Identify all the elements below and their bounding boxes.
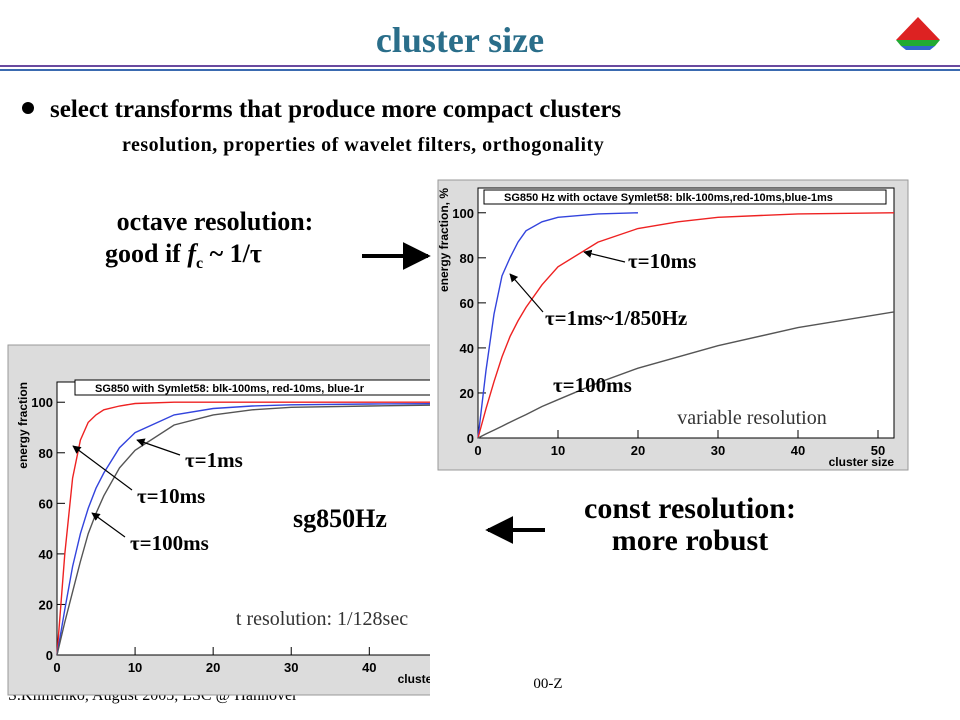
y-tick-label: 100 <box>31 395 53 410</box>
x-tick-label: 40 <box>791 443 805 458</box>
plot-area <box>56 381 430 656</box>
x-tick-label: 40 <box>362 660 376 675</box>
x-tick-label: 0 <box>474 443 481 458</box>
y-tick-label: 80 <box>39 446 53 461</box>
chart: 0 10 20 30 40 50 0 20 40 60 80 100 cluster size energ… <box>7 344 464 696</box>
plot-area <box>477 187 895 439</box>
x-tick-label: 30 <box>284 660 298 675</box>
t-resolution: t resolution: 1/128sec <box>236 608 408 630</box>
y-tick-label: 40 <box>39 547 53 562</box>
octave-condition: good if fc ~ 1/τ <box>105 239 262 272</box>
x-tick-label: 30 <box>711 443 725 458</box>
logo <box>896 17 940 50</box>
series-line <box>56 402 430 656</box>
annotation: τ=10ms <box>137 484 205 508</box>
annotation: τ=100ms <box>130 531 209 555</box>
sub-bullet: resolution, properties of wavelet filter… <box>122 134 604 156</box>
y-tick-label: 100 <box>452 206 474 221</box>
y-tick-label: 0 <box>46 648 53 663</box>
bullet-dot <box>22 102 34 114</box>
page-code: 00-Z <box>533 676 562 692</box>
x-axis-label: cluster size <box>398 672 464 686</box>
text-part: good if <box>105 239 187 268</box>
chart-title-box <box>74 379 430 396</box>
y-tick-label: 40 <box>460 341 474 356</box>
octave-text: octave resolution: <box>117 207 314 236</box>
y-axis-label: energy fraction, % <box>437 188 451 292</box>
x-tick-label: 0 <box>53 660 60 675</box>
slide-title: cluster size <box>376 20 544 60</box>
y-tick-label: 60 <box>39 496 53 511</box>
annotation-arrow <box>136 438 181 456</box>
annotation-arrow <box>509 273 544 313</box>
annotation: τ=1ms~1/850Hz <box>545 306 687 330</box>
chart-title: SG850 with Symlet58: blk-100ms, red-10ms… <box>95 383 365 395</box>
text-part: ~ 1/τ <box>203 239 262 268</box>
sg-label: sg850Hz <box>293 504 387 533</box>
chart-title-box <box>483 189 887 205</box>
const-text: const resolution: <box>584 492 796 525</box>
text-part: c <box>196 255 203 272</box>
annotation: τ=10ms <box>628 249 696 273</box>
y-axis-label: energy fraction <box>16 382 30 469</box>
text-part: f <box>187 239 198 268</box>
y-tick-label: 20 <box>39 597 53 612</box>
y-tick-label: 60 <box>460 296 474 311</box>
chart-title: SG850 Hz with octave Symlet58: blk-100ms… <box>504 192 833 204</box>
y-tick-label: 20 <box>460 386 474 401</box>
overlay: variable resolution sg850Hz t resolution… <box>236 407 827 630</box>
annotation-arrow <box>583 249 626 263</box>
annotation-arrow <box>91 512 126 538</box>
x-axis-label: cluster size <box>829 455 895 469</box>
series-line <box>477 212 639 439</box>
x-tick-label: 50 <box>871 443 885 458</box>
const-text: more robust <box>612 524 768 557</box>
annotation: τ=1ms <box>185 448 243 472</box>
x-tick-label: 20 <box>631 443 645 458</box>
chart: 0 10 20 30 40 50 0 20 40 60 80 100 cluster size energ… <box>437 179 909 471</box>
series-line <box>477 311 895 439</box>
x-tick-label: 10 <box>128 660 142 675</box>
x-tick-label: 10 <box>551 443 565 458</box>
annotation: τ=100ms <box>553 373 632 397</box>
annotation-arrow <box>72 445 133 491</box>
bullet-text: select transforms that produce more comp… <box>50 96 621 123</box>
series-line <box>56 401 430 656</box>
x-tick-label: 20 <box>206 660 220 675</box>
series-line <box>477 212 895 439</box>
x-tick-label: 50 <box>440 660 454 675</box>
y-tick-label: 0 <box>467 431 474 446</box>
series-line <box>56 404 430 656</box>
variable-note: variable resolution <box>677 407 826 429</box>
y-tick-label: 80 <box>460 251 474 266</box>
